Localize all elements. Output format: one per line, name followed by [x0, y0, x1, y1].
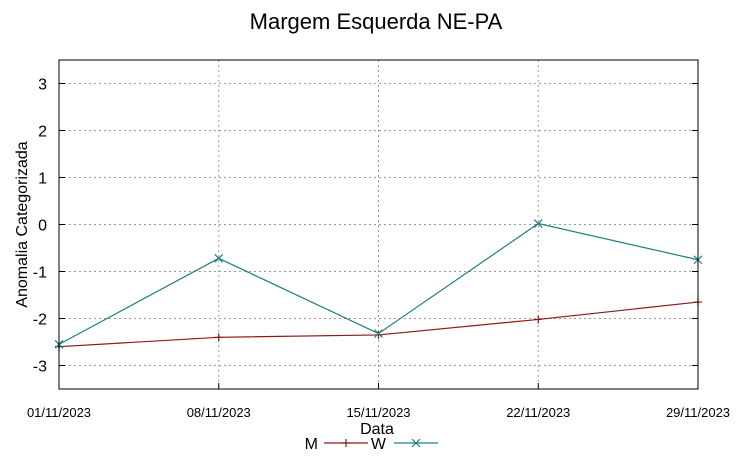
y-tick-label: 1: [38, 171, 47, 188]
x-tick-label: 08/11/2023: [187, 405, 251, 420]
x-tick-label: 01/11/2023: [27, 405, 91, 420]
legend-marker: [342, 439, 350, 447]
y-tick-label: 0: [38, 218, 47, 235]
chart-title: Margem Esquerda NE-PA: [250, 9, 503, 34]
y-tick-label: -2: [33, 312, 47, 329]
data-point: [374, 329, 383, 338]
x-tick-label: 29/11/2023: [666, 405, 730, 420]
legend-item-m: M: [305, 436, 368, 453]
y-tick-label: 3: [38, 77, 47, 94]
x-tick-label: 15/11/2023: [346, 405, 410, 420]
y-tick-label: 2: [38, 124, 47, 141]
y-tick-label: -1: [33, 265, 47, 282]
y-tick-label: -3: [33, 359, 47, 376]
x-axis-label: Data: [360, 421, 394, 438]
grid-lines: [58, 60, 699, 389]
legend-label: M: [305, 436, 318, 453]
legend-label: W: [371, 436, 387, 453]
x-tick-label: 22/11/2023: [506, 405, 570, 420]
data-point: [533, 219, 543, 228]
data-point: [214, 333, 223, 342]
y-axis-label: Anomalia Categorizada: [14, 141, 31, 307]
data-point: [214, 253, 224, 263]
plot-frame: [58, 59, 699, 390]
legend-item-w: W: [371, 436, 438, 453]
axis-ticks: -3 -2 -1 0 1 2 3 01/11/2023 08/11/2023 15/11/2023…: [27, 77, 730, 421]
data-point: [534, 315, 543, 324]
legend-marker: [411, 438, 421, 448]
series-w: [54, 219, 703, 349]
data-point: [374, 330, 383, 339]
